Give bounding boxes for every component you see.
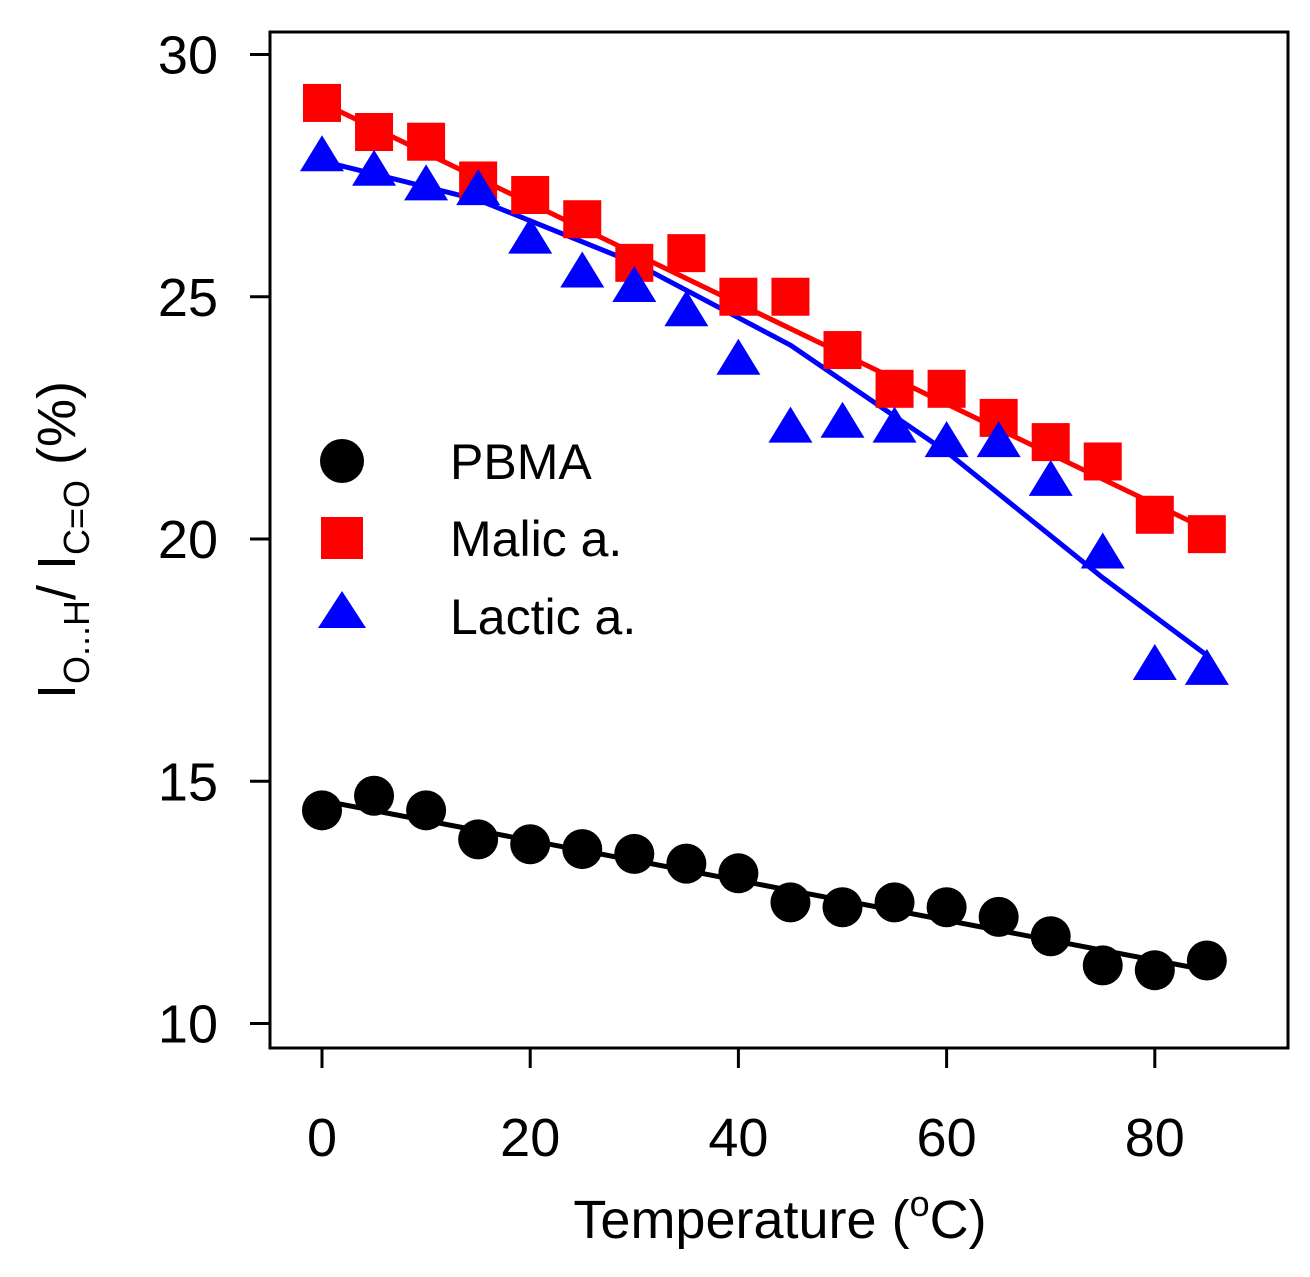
x-tick-label: 40 bbox=[708, 1108, 768, 1168]
marker-series-0-point-3 bbox=[458, 819, 499, 860]
marker-series-0-point-8 bbox=[718, 853, 759, 894]
marker-series-0-point-2 bbox=[406, 790, 447, 831]
marker-series-2-point-14 bbox=[1028, 459, 1073, 496]
legend-label-malic: Malic a. bbox=[450, 511, 622, 567]
legend-marker-malic bbox=[321, 517, 363, 559]
x-tick-label: 60 bbox=[917, 1108, 977, 1168]
x-axis-title: Temperature (oC) bbox=[573, 1183, 986, 1250]
marker-series-0-point-6 bbox=[614, 833, 655, 874]
legend-marker-lactic bbox=[318, 591, 366, 628]
marker-series-1-point-16 bbox=[1135, 495, 1174, 534]
data-markers bbox=[300, 83, 1229, 991]
marker-series-2-point-12 bbox=[924, 421, 969, 458]
marker-series-0-point-14 bbox=[1030, 916, 1071, 957]
marker-series-2-point-4 bbox=[508, 217, 553, 254]
marker-series-0-point-5 bbox=[562, 829, 603, 870]
marker-series-2-point-1 bbox=[352, 149, 397, 186]
marker-series-1-point-12 bbox=[927, 369, 966, 408]
y-tick-label: 30 bbox=[158, 26, 218, 86]
fit-line-series-2 bbox=[321, 158, 1209, 658]
fit-line-series-0 bbox=[321, 798, 1208, 973]
marker-series-2-point-13 bbox=[976, 421, 1021, 458]
x-tick-label: 0 bbox=[307, 1108, 337, 1168]
marker-series-0-point-12 bbox=[926, 887, 967, 928]
marker-series-1-point-5 bbox=[563, 200, 602, 239]
legend-label-lactic: Lactic a. bbox=[450, 589, 636, 645]
marker-series-2-point-5 bbox=[560, 251, 605, 288]
marker-series-0-point-0 bbox=[302, 790, 342, 831]
marker-series-2-point-2 bbox=[404, 164, 449, 201]
marker-series-1-point-15 bbox=[1083, 442, 1122, 481]
marker-series-0-point-11 bbox=[874, 882, 915, 923]
legend-marker-pbma bbox=[320, 439, 364, 483]
x-tick-label: 80 bbox=[1125, 1108, 1185, 1168]
y-axis-ticks: 10 15 20 25 30 bbox=[158, 26, 270, 1055]
y-tick-label: 20 bbox=[158, 510, 218, 570]
marker-series-0-point-4 bbox=[510, 824, 551, 865]
x-axis-ticks: 0 20 40 60 80 bbox=[307, 1048, 1185, 1168]
marker-series-0-point-15 bbox=[1082, 945, 1123, 986]
y-tick-label: 10 bbox=[158, 995, 218, 1055]
x-tick-label: 20 bbox=[500, 1108, 560, 1168]
marker-series-2-point-10 bbox=[820, 401, 865, 438]
y-tick-label: 25 bbox=[158, 268, 218, 328]
marker-series-1-point-2 bbox=[407, 122, 446, 161]
marker-series-2-point-17 bbox=[1184, 648, 1229, 685]
marker-series-0-point-9 bbox=[770, 882, 811, 923]
marker-series-0-point-17 bbox=[1186, 940, 1227, 981]
marker-series-0-point-13 bbox=[978, 896, 1019, 937]
marker-series-0-point-10 bbox=[822, 887, 863, 928]
marker-series-1-point-14 bbox=[1031, 423, 1070, 462]
marker-series-1-point-0 bbox=[303, 83, 341, 122]
marker-series-1-point-7 bbox=[667, 234, 706, 273]
marker-series-2-point-7 bbox=[664, 290, 709, 327]
legend: PBMA Malic a. Lactic a. bbox=[318, 434, 636, 645]
marker-series-1-point-17 bbox=[1187, 515, 1226, 554]
marker-series-2-point-9 bbox=[768, 406, 813, 443]
marker-series-1-point-8 bbox=[719, 277, 758, 316]
marker-series-1-point-1 bbox=[355, 113, 394, 152]
legend-label-pbma: PBMA bbox=[450, 434, 592, 490]
y-axis-title: IO...H/ IC=O (%) bbox=[27, 381, 97, 699]
marker-series-1-point-10 bbox=[823, 331, 862, 370]
marker-series-1-point-11 bbox=[875, 369, 914, 408]
marker-series-2-point-0 bbox=[300, 135, 344, 172]
marker-series-2-point-15 bbox=[1080, 532, 1125, 569]
marker-series-0-point-1 bbox=[354, 775, 395, 816]
marker-series-0-point-16 bbox=[1134, 950, 1175, 991]
marker-series-2-point-3 bbox=[456, 169, 501, 206]
marker-series-2-point-16 bbox=[1132, 643, 1177, 680]
marker-series-2-point-8 bbox=[716, 338, 761, 375]
marker-series-1-point-4 bbox=[511, 176, 550, 215]
marker-series-0-point-7 bbox=[666, 843, 707, 884]
marker-series-2-point-11 bbox=[872, 406, 917, 443]
y-tick-label: 15 bbox=[158, 752, 218, 812]
marker-series-1-point-9 bbox=[771, 277, 810, 316]
marker-series-2-point-6 bbox=[612, 266, 657, 303]
